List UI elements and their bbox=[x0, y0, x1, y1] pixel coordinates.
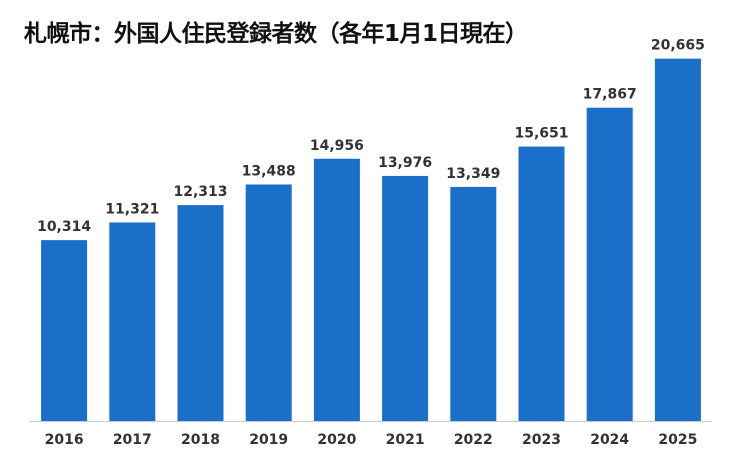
data-label-2019: 13,488 bbox=[242, 163, 296, 179]
x-tick-label-2017: 2017 bbox=[113, 432, 152, 448]
bar-2017 bbox=[109, 222, 156, 421]
bar-2019 bbox=[245, 184, 292, 421]
x-tick-label-2023: 2023 bbox=[522, 432, 561, 448]
x-tick-label-2021: 2021 bbox=[386, 432, 425, 448]
bar-2021 bbox=[382, 175, 429, 421]
data-label-2016: 10,314 bbox=[37, 219, 91, 235]
bar-2025 bbox=[654, 58, 701, 421]
bar-2023 bbox=[518, 146, 565, 421]
data-label-2022: 13,349 bbox=[446, 166, 500, 182]
x-tick-label-2024: 2024 bbox=[590, 432, 629, 448]
data-label-2025: 20,665 bbox=[651, 38, 705, 54]
x-tick-label-2018: 2018 bbox=[181, 432, 220, 448]
bar-2018 bbox=[177, 205, 224, 421]
data-label-2020: 14,956 bbox=[310, 138, 364, 154]
bar-2024 bbox=[586, 107, 633, 421]
x-tick-labels-group: 2016 2017 2018 2019 2020 2021 2022 2023 2024 2025 bbox=[45, 432, 698, 448]
data-label-2017: 11,321 bbox=[105, 201, 159, 217]
data-label-2024: 17,867 bbox=[583, 87, 637, 103]
chart-title: 札幌市：外国人住民登録者数（各年1月1日現在） bbox=[24, 21, 528, 47]
bars-group bbox=[41, 58, 701, 421]
data-labels-group: 10,314 11,321 12,313 13,488 14,956 13,976 13,3… bbox=[37, 38, 705, 236]
x-tick-label-2025: 2025 bbox=[658, 432, 697, 448]
x-tick-label-2020: 2020 bbox=[317, 432, 356, 448]
bar-2022 bbox=[450, 186, 497, 421]
data-label-2021: 13,976 bbox=[378, 155, 432, 171]
x-tick-label-2022: 2022 bbox=[454, 432, 493, 448]
data-label-2023: 15,651 bbox=[514, 126, 568, 142]
x-tick-label-2019: 2019 bbox=[249, 432, 288, 448]
data-label-2018: 12,313 bbox=[173, 184, 227, 200]
x-tick-label-2016: 2016 bbox=[45, 432, 84, 448]
bar-2016 bbox=[41, 240, 88, 421]
bar-2020 bbox=[313, 158, 360, 421]
